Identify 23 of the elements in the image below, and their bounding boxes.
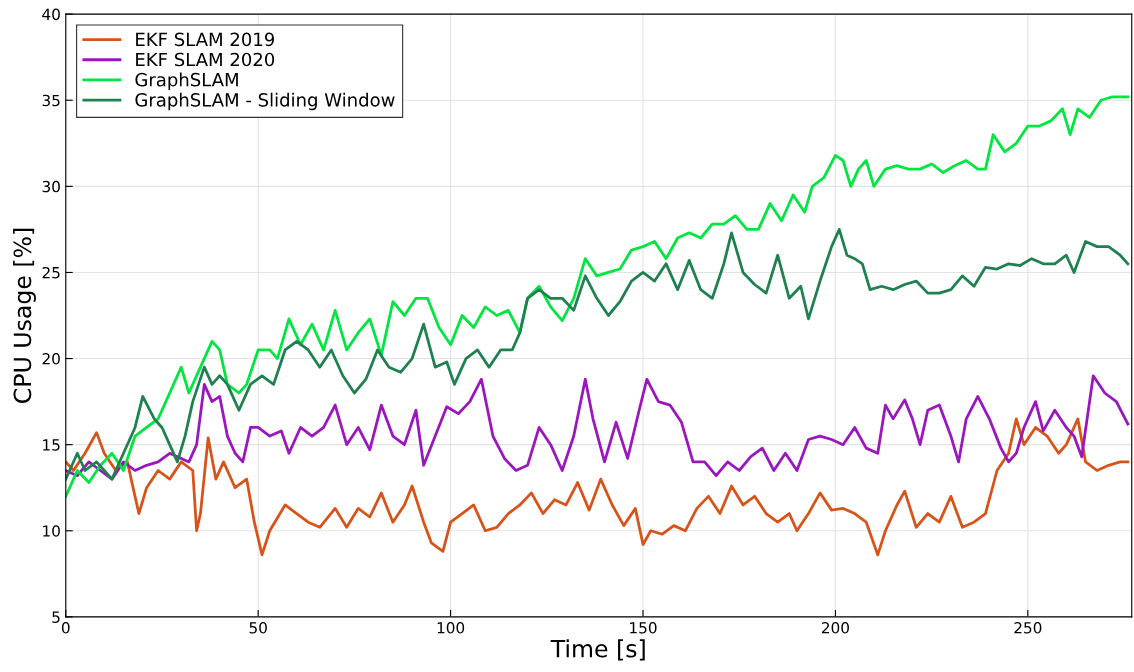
x-tick-label: 150 bbox=[630, 622, 657, 634]
y-tick-label: 25 bbox=[42, 266, 60, 279]
x-tick-label: 0 bbox=[61, 622, 70, 634]
y-tick-label: 40 bbox=[42, 8, 60, 21]
y-tick-label: 5 bbox=[52, 611, 60, 623]
legend-label: GraphSLAM - Sliding Window bbox=[135, 92, 395, 111]
y-tick-label: 10 bbox=[43, 525, 60, 537]
x-tick-label: 250 bbox=[1014, 622, 1042, 634]
x-axis-title: Time [s] bbox=[550, 639, 645, 661]
x-tick-label: 50 bbox=[249, 622, 267, 634]
line-series bbox=[65, 374, 1130, 481]
legend-label: EKF SLAM 2020 bbox=[136, 52, 275, 67]
x-tick-label: 100 bbox=[437, 622, 465, 634]
x-tick-label: 200 bbox=[821, 622, 849, 634]
y-axis-title: CPU Usage [%] bbox=[13, 228, 36, 403]
y-tick-label: 35 bbox=[42, 94, 60, 107]
legend-label: EKF SLAM 2019 bbox=[136, 32, 275, 47]
legend-label: GraphSLAM bbox=[135, 72, 238, 91]
y-tick-label: 30 bbox=[42, 180, 60, 193]
y-tick-label: 20 bbox=[42, 353, 60, 365]
line-series bbox=[65, 228, 1130, 481]
line-series bbox=[65, 417, 1130, 557]
y-tick-label: 15 bbox=[43, 439, 60, 451]
